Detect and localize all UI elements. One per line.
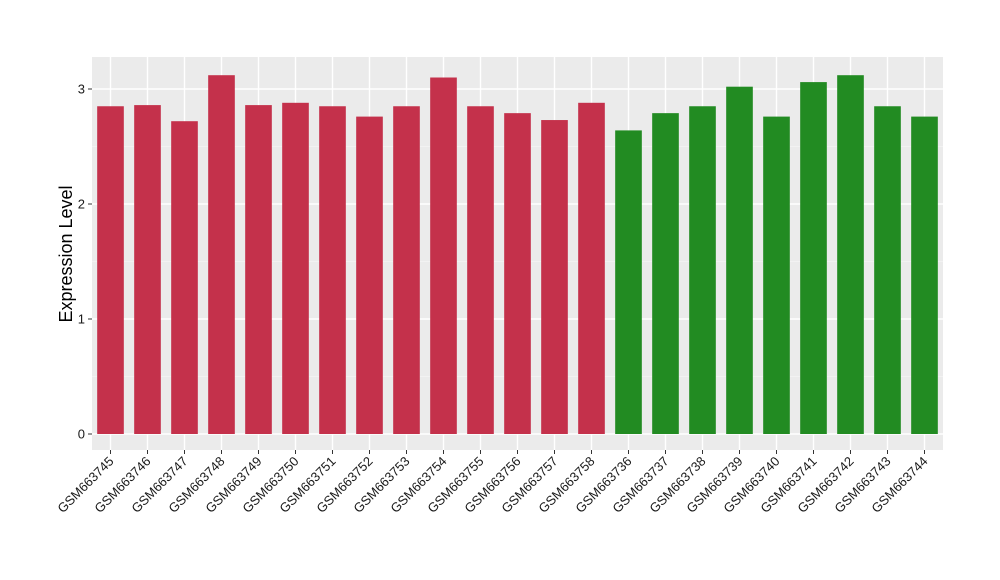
y-tick-label: 3 xyxy=(78,82,85,97)
bar-GSM663758 xyxy=(578,102,605,435)
y-axis-title: Expression Level xyxy=(56,185,76,322)
bar-GSM663751 xyxy=(319,106,346,434)
bar-GSM663754 xyxy=(430,77,457,434)
bar-GSM663752 xyxy=(356,116,383,434)
bar-GSM663742 xyxy=(837,75,864,434)
bar-GSM663749 xyxy=(245,105,272,434)
bar-GSM663755 xyxy=(467,106,494,434)
y-tick-label: 1 xyxy=(78,312,85,327)
bar-GSM663746 xyxy=(134,105,161,434)
x-axis: GSM663745GSM663746GSM663747GSM663748GSM6… xyxy=(54,450,931,516)
y-tick-label: 2 xyxy=(78,197,85,212)
bar-GSM663748 xyxy=(208,75,235,434)
bar-GSM663741 xyxy=(800,82,827,434)
bar-GSM663757 xyxy=(541,120,568,435)
bar-GSM663747 xyxy=(171,121,198,434)
bar-GSM663753 xyxy=(393,106,420,434)
bar-GSM663750 xyxy=(282,102,309,435)
bar-GSM663738 xyxy=(689,106,716,434)
bar-GSM663737 xyxy=(652,113,679,435)
bar-GSM663744 xyxy=(911,116,938,434)
y-tick-label: 0 xyxy=(78,427,85,442)
bar-GSM663736 xyxy=(615,130,642,434)
bar-GSM663743 xyxy=(874,106,901,434)
bar-GSM663740 xyxy=(763,116,790,434)
bar-GSM663756 xyxy=(504,113,531,435)
bar-GSM663745 xyxy=(97,106,124,434)
bars-group xyxy=(97,75,938,435)
y-axis: 0 1 2 3 xyxy=(78,82,92,442)
bar-GSM663739 xyxy=(726,86,753,434)
